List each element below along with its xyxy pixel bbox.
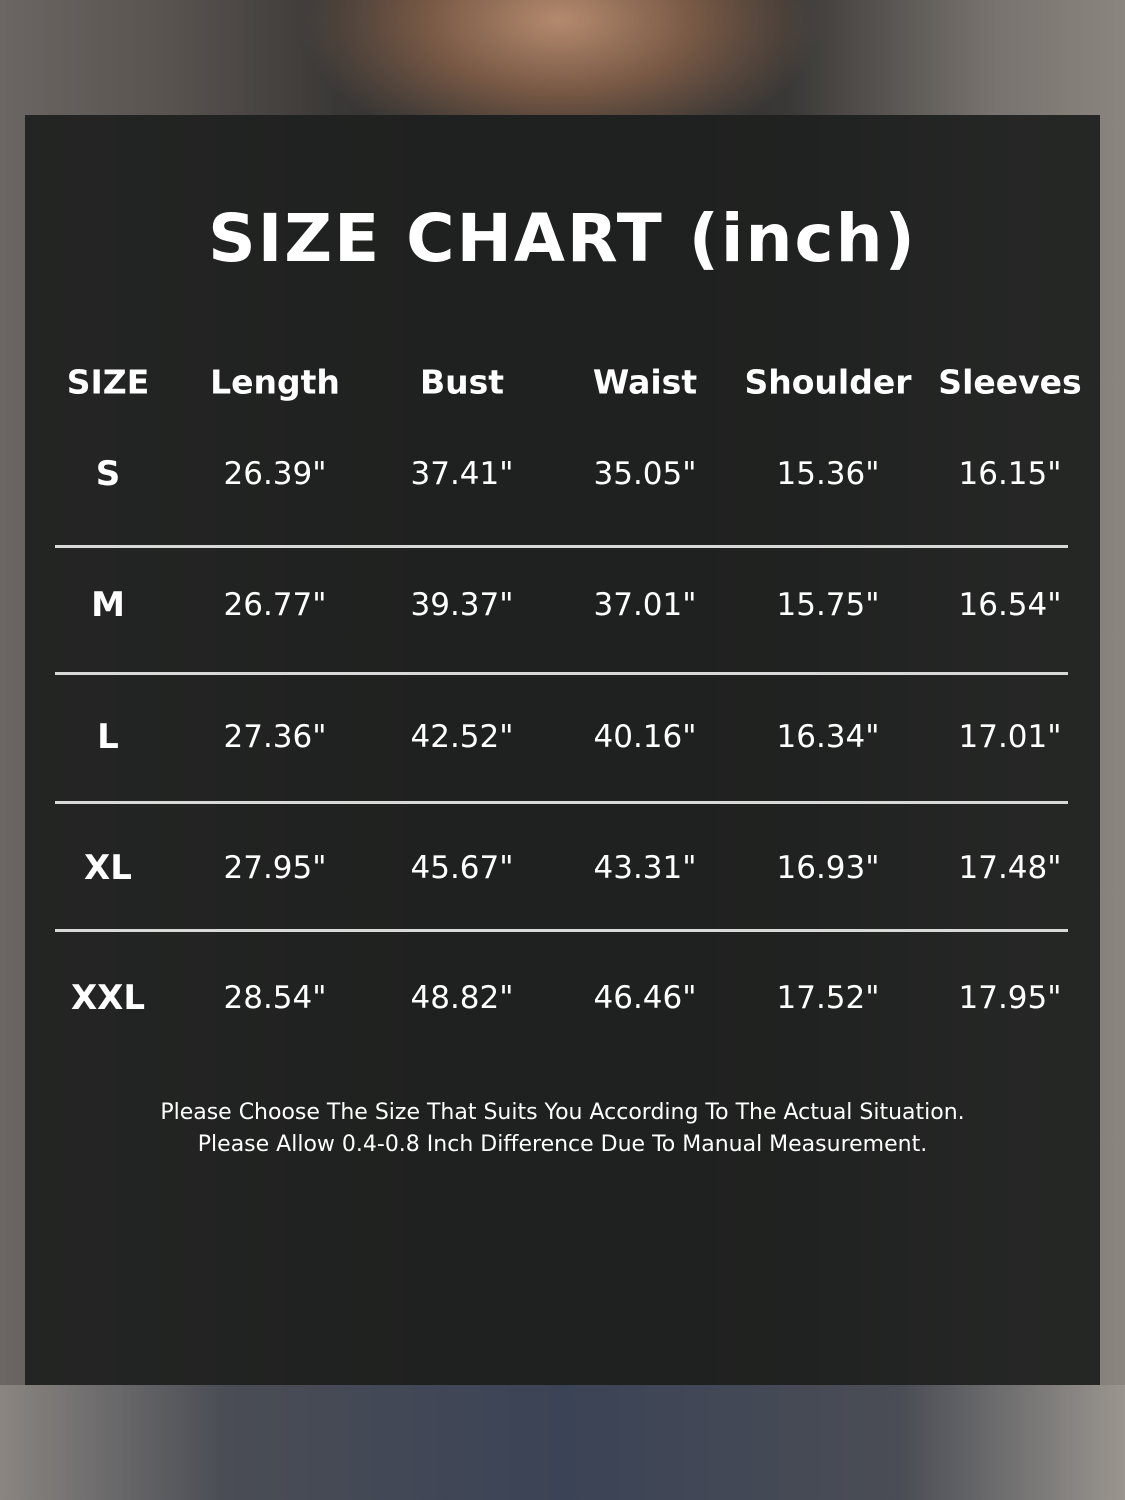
table-cell-length: 26.77" (223, 587, 327, 623)
table-cell-length: 27.95" (223, 850, 327, 886)
size-label: M (91, 585, 125, 625)
table-cell-bust: 42.52" (410, 719, 514, 755)
table-cell-shoulder: 17.52" (776, 980, 880, 1016)
column-header-sleeves: Sleeves (938, 362, 1082, 402)
table-cell-shoulder: 15.36" (776, 456, 880, 492)
table-cell-length: 28.54" (223, 980, 327, 1016)
size-label: S (95, 454, 121, 494)
table-cell-sleeves: 17.48" (958, 850, 1062, 886)
table-cell-sleeves: 17.01" (958, 719, 1062, 755)
size-chart-panel (25, 115, 1100, 1385)
table-cell-bust: 45.67" (410, 850, 514, 886)
table-cell-shoulder: 15.75" (776, 587, 880, 623)
table-cell-shoulder: 16.93" (776, 850, 880, 886)
column-header-waist: Waist (592, 362, 698, 402)
table-cell-sleeves: 17.95" (958, 980, 1062, 1016)
table-cell-waist: 37.01" (593, 587, 697, 623)
table-cell-waist: 46.46" (593, 980, 697, 1016)
table-cell-shoulder: 16.34" (776, 719, 880, 755)
background-photo-bottom (0, 1385, 1125, 1500)
row-divider (55, 545, 1068, 548)
row-divider (55, 672, 1068, 675)
note-line-2: Please Allow 0.4-0.8 Inch Difference Due… (197, 1132, 928, 1157)
table-cell-sleeves: 16.15" (958, 456, 1062, 492)
column-header-size: SIZE (66, 362, 150, 402)
table-cell-length: 27.36" (223, 719, 327, 755)
table-cell-bust: 48.82" (410, 980, 514, 1016)
table-cell-waist: 43.31" (593, 850, 697, 886)
table-cell-length: 26.39" (223, 456, 327, 492)
chart-title: SIZE CHART (inch) (208, 200, 917, 277)
size-label: L (97, 717, 119, 757)
size-label: XXL (70, 978, 146, 1018)
table-cell-sleeves: 16.54" (958, 587, 1062, 623)
background-photo-top (0, 0, 1125, 115)
column-header-shoulder: Shoulder (744, 362, 912, 402)
column-header-length: Length (210, 362, 340, 402)
column-header-bust: Bust (419, 362, 505, 402)
row-divider (55, 801, 1068, 804)
table-cell-bust: 39.37" (410, 587, 514, 623)
row-divider (55, 929, 1068, 932)
table-cell-waist: 35.05" (593, 456, 697, 492)
table-cell-waist: 40.16" (593, 719, 697, 755)
size-label: XL (84, 848, 132, 888)
note-line-1: Please Choose The Size That Suits You Ac… (160, 1100, 965, 1125)
table-cell-bust: 37.41" (410, 456, 514, 492)
